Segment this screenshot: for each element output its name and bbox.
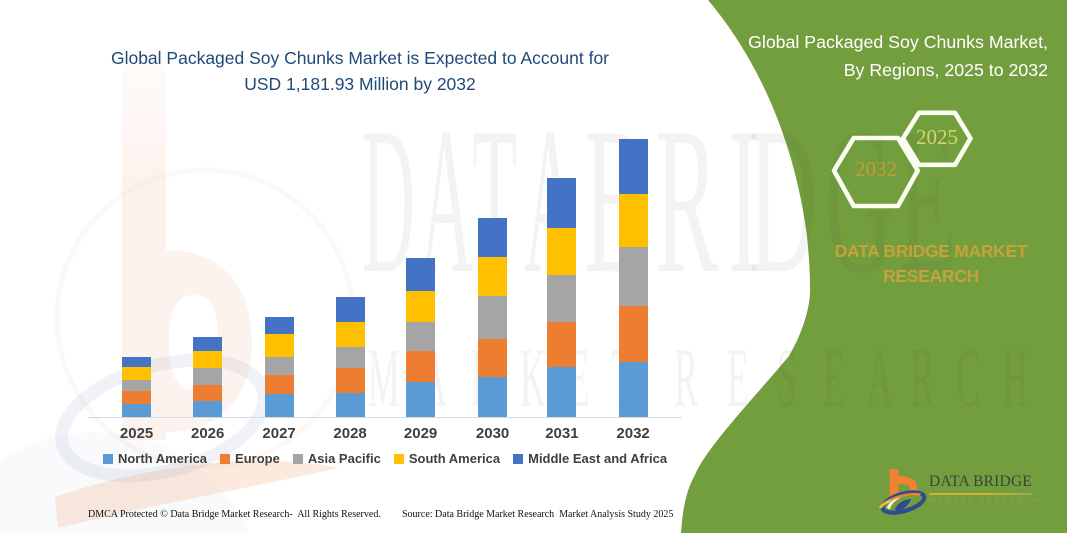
svg-text:DATA: DATA: [362, 85, 577, 317]
